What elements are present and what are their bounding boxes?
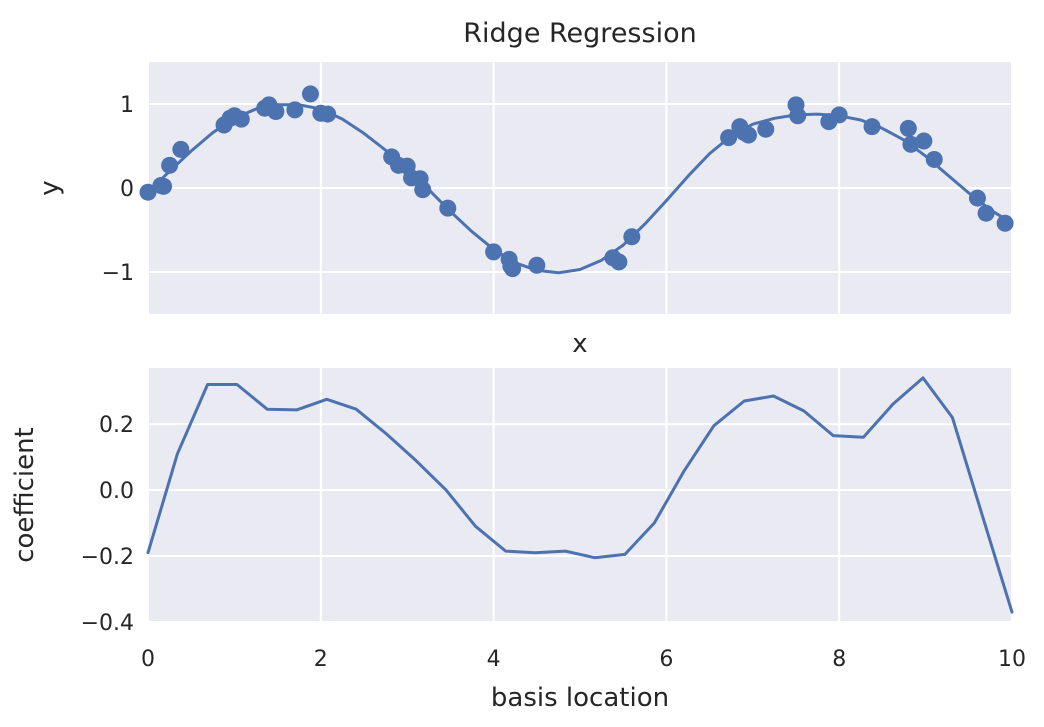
data-point (739, 126, 757, 144)
x-axis-label: basis location (491, 683, 669, 713)
y-tick-label: −0.4 (81, 611, 134, 636)
data-point (161, 156, 179, 174)
y-tick-label: 0.0 (99, 479, 134, 504)
fit-curve-line (146, 103, 1014, 275)
data-point (610, 253, 628, 271)
y-tick-label: 1 (120, 93, 134, 118)
data-point (915, 132, 933, 150)
plot-background-2 (148, 368, 1012, 622)
y-axis-label: coefficient (10, 427, 40, 563)
chart-title: Ridge Regression (463, 18, 696, 49)
y-tick-label: 0 (120, 177, 134, 202)
data-point (925, 150, 943, 168)
y-axis-label: y (35, 180, 65, 195)
data-point (172, 140, 190, 158)
x-tick-label: 4 (487, 647, 501, 672)
data-point (757, 120, 775, 138)
coefficient-line (146, 376, 1014, 614)
x-tick-label: 8 (832, 647, 846, 672)
x-axis-label: x (572, 329, 587, 359)
x-tick-label: 10 (998, 647, 1026, 672)
x-tick-label: 2 (314, 647, 328, 672)
x-tick-label: 0 (141, 647, 155, 672)
data-point (899, 119, 917, 137)
data-point (155, 177, 173, 195)
y-tick-label: 0.2 (99, 413, 134, 438)
y-tick-label: −0.2 (81, 545, 134, 570)
data-point (414, 181, 432, 199)
x-tick-label: 6 (659, 647, 673, 672)
y-tick-label: −1 (102, 261, 134, 286)
data-point (301, 85, 319, 103)
data-point (996, 214, 1014, 232)
